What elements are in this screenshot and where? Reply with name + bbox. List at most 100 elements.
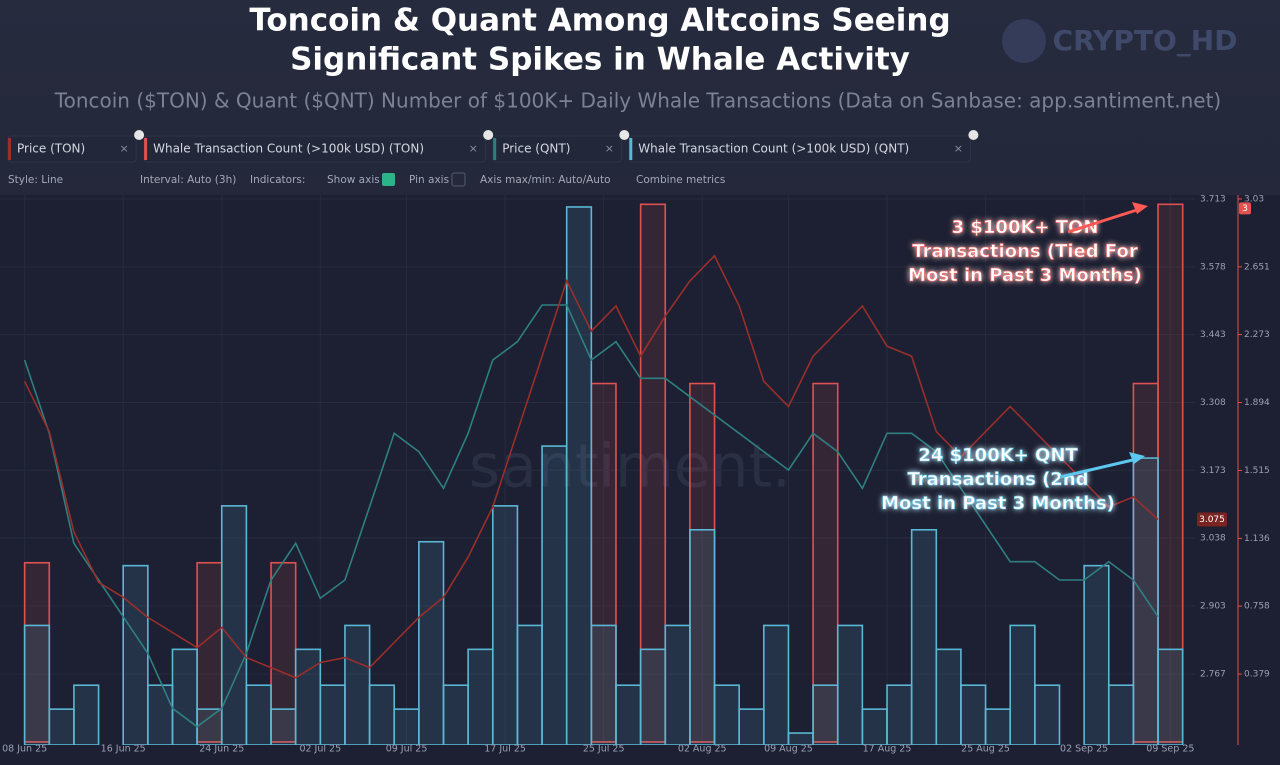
watermark: CRYPTO_HD [1053,24,1238,57]
whale-step [738,708,765,745]
toolbar-item: Show axis [327,174,380,186]
annotation-text: Most in Past 3 Months) [881,493,1115,514]
whale-step [147,684,174,745]
annotations: 3 $100K+ TON Transactions (Tied For Most i… [881,202,1148,514]
whale-step [1157,648,1184,745]
legend-icon [968,130,979,140]
legend-swatch [144,138,148,160]
title-line: Toncoin & Quant Among Altcoins Seeing [249,3,950,39]
whale-step [270,561,297,743]
whale-step [1009,624,1036,745]
x-tick-label: 17 Aug 25 [863,744,912,755]
legend-icon [134,130,145,140]
whale-step [1107,684,1135,745]
annotation-text: Transactions (Tied For [912,241,1138,262]
whale-step [1157,203,1184,743]
legend-label: Price (QNT) [502,142,570,156]
whale-step [910,528,938,745]
whale-step [1132,457,1159,745]
annotation-arrow [1059,457,1138,479]
toolbar-item: Combine metrics [636,174,725,186]
x-tick-label: 25 Jul 25 [583,744,625,755]
whale-step [836,624,864,745]
whale-step [1083,564,1110,745]
legend-label: Whale Transaction Count (>100k USD) (TON… [153,142,424,156]
whale-step [590,382,617,743]
whale-step [516,624,543,745]
whale-step [713,684,740,745]
annotation-text: Transactions (2nd [907,469,1088,490]
whale-step [220,505,248,745]
whale-step [861,708,888,745]
toolbar-item: Style: Line [8,174,63,186]
whale-step [590,624,617,745]
whale-step [886,684,913,745]
whale-step [467,648,494,745]
whale-step [491,505,519,745]
whale-step [442,684,469,745]
y2-tick-label: 2.273 [1244,330,1270,340]
last-value: 3 [1242,204,1248,214]
plot [0,195,1195,745]
y-tick-label: 3.713 [1200,195,1226,205]
x-tick-label: 17 Jul 25 [484,744,526,755]
axes: 08 Jun 25 16 Jun 25 24 Jun 25 02 Jul 25 09 J… [2,194,1270,754]
toolbar-item: Axis max/min: Auto/Auto [480,174,611,186]
annotation-text: Most in Past 3 Months) [908,265,1142,286]
whale-step [639,203,667,743]
annotation-arrowhead [1132,202,1148,214]
y-tick-label: 3.173 [1200,466,1226,476]
x-tick-label: 08 Jun 25 [2,744,47,755]
whale-step [344,624,371,745]
whale-step [393,708,420,745]
whale-step [245,684,272,745]
whale-step [270,708,297,745]
whale-step [812,684,839,745]
whale-step [418,540,445,745]
whale-step [565,206,593,745]
legend-close: × [469,142,478,155]
watermark-icon [1002,19,1046,63]
x-tick-label: 25 Aug 25 [961,744,1010,755]
legend-icon [483,130,494,140]
x-tick-label: 16 Jun 25 [101,744,146,755]
watermark-center: santiment. [469,432,791,502]
y-tick-label: 3.038 [1200,534,1226,544]
whale-step [23,624,51,745]
y2-tick-label: 0.758 [1244,602,1270,612]
whale-step [48,708,75,745]
whale-step [122,564,149,745]
title-line: Significant Spikes in Whale Activity [290,42,910,78]
whale-step [368,684,396,745]
price-line [23,254,1159,679]
whale-step [689,528,716,745]
y2-tick-label: 2.651 [1244,262,1270,272]
last-value-badge [1197,512,1227,527]
toolbar-item: Pin axis [409,174,449,186]
y-tick-label: 2.767 [1200,670,1226,680]
legend-swatch [8,138,11,160]
legend: Price (TON) × Whale Transaction Count (>10… [7,130,979,163]
legend-close: × [605,142,614,155]
whale-step [984,708,1012,745]
whale-step [615,684,642,745]
whale-step [196,708,223,745]
whale-step [960,684,987,745]
legend-swatch [493,138,497,160]
x-tick-label: 02 Jul 25 [299,744,341,755]
last-value: 3.075 [1199,515,1225,525]
annotation-arrowhead [1129,452,1145,464]
legend-close: × [954,142,963,155]
checkbox [451,172,466,187]
y2-tick-label: 3.03 [1244,194,1264,204]
annotation-text: 24 $100K+ QNT [918,445,1078,466]
legend-close: × [119,142,128,155]
whale-step [541,445,568,745]
x-tick-label: 02 Sep 25 [1060,744,1108,755]
whale-step [935,648,962,745]
x-tick-label: 09 Jul 25 [386,744,428,755]
legend-swatch [629,138,633,160]
y-tick-label: 3.443 [1200,330,1226,340]
annotation-arrow [1067,207,1141,234]
